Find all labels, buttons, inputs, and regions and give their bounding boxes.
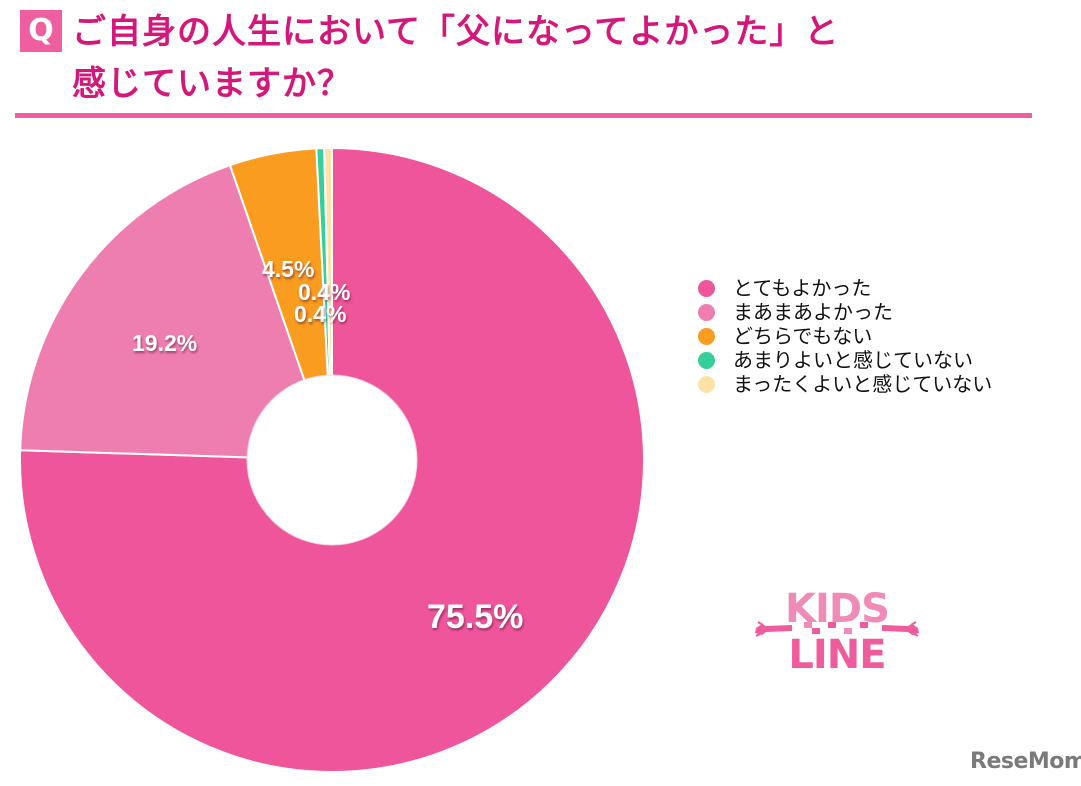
title-line-1: ご自身の人生において「父になってよかった」と [72, 12, 840, 52]
logo-kids-text: KIDS [785, 586, 889, 632]
pie-slice [19, 146, 645, 773]
legend-label: あまりよいと感じていない [733, 348, 973, 372]
legend-swatch-icon [698, 279, 715, 297]
title-divider [15, 113, 1032, 118]
legend-item: とてもよかった [698, 276, 992, 300]
legend-item: まったくよいと感じていない [698, 372, 992, 396]
donut-hole [246, 374, 418, 546]
page-title: ご自身の人生において「父になってよかった」と 感じていますか？ [72, 6, 839, 110]
legend-label: まったくよいと感じていない [733, 372, 993, 396]
data-label-dochira: 4.5% [262, 256, 315, 282]
resemom-watermark: ReseMom [970, 749, 1081, 774]
legend-item: あまりよいと感じていない [698, 348, 992, 372]
data-label-totemo: 75.5% [427, 598, 524, 636]
data-label-amari: 0.4% [298, 279, 351, 305]
legend-label: どちらでもない [733, 324, 873, 348]
legend-swatch-icon [698, 303, 715, 321]
legend-swatch-icon [698, 375, 715, 393]
legend-swatch-icon [698, 327, 715, 345]
pie-slices [19, 146, 645, 773]
logo-line-text: LINE [788, 632, 885, 674]
data-label-maamaa: 19.2% [132, 330, 198, 356]
legend-item: どちらでもない [698, 324, 992, 348]
legend-item: まあまあよかった [698, 300, 992, 324]
legend-label: まあまあよかった [733, 300, 893, 324]
kidsline-logo: KIDS LINE [755, 586, 919, 674]
data-label-mattaku: 0.4% [294, 301, 347, 327]
chart-legend: とてもよかった まあまあよかった どちらでもない あまりよいと感じていない まっ… [698, 276, 992, 396]
question-badge: Q [20, 10, 62, 52]
legend-label: とてもよかった [733, 276, 872, 300]
pie-slice [19, 163, 334, 462]
title-line-2: 感じていますか？ [72, 64, 352, 104]
legend-swatch-icon [698, 351, 715, 369]
